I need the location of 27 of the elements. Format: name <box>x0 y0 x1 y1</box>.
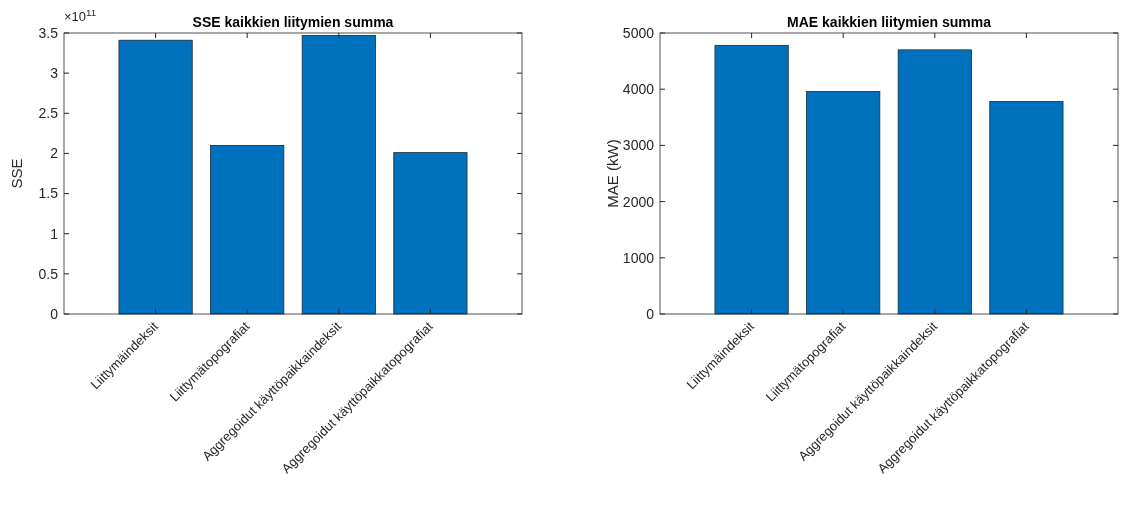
y-tick-label: 2000 <box>622 193 655 210</box>
y-axis-title: SSE <box>8 158 25 189</box>
y-tick-label: 1.5 <box>38 185 59 202</box>
y-tick-label: 0 <box>50 305 59 322</box>
y-tick-label: 3.5 <box>38 24 59 41</box>
y-tick-label: 5000 <box>622 24 655 41</box>
bar <box>989 101 1064 315</box>
y-tick-label: 3 <box>50 65 59 82</box>
chart-title: SSE kaikkien liitymien summa <box>192 14 394 30</box>
y-tick-label: 0 <box>646 305 655 322</box>
y-tick-label: 0.5 <box>38 265 59 282</box>
y-tick-label: 1 <box>50 225 59 242</box>
y-tick-label: 2.5 <box>38 105 59 122</box>
y-tick-label: 2 <box>50 145 59 162</box>
text: ×10$^{11}$ <box>64 6 97 24</box>
bar <box>806 91 881 315</box>
y-axis-title: MAE (kW) <box>604 139 621 208</box>
bar <box>393 152 468 315</box>
bar <box>118 39 193 315</box>
bar <box>301 35 376 315</box>
y-tick-label: 4000 <box>622 81 655 98</box>
y-tick-label: 3000 <box>622 137 655 154</box>
chart-title: MAE kaikkien liitymien summa <box>787 14 992 30</box>
y-tick-label: 1000 <box>622 249 655 266</box>
bar <box>714 44 789 315</box>
bar <box>897 49 972 315</box>
bar <box>210 145 285 315</box>
